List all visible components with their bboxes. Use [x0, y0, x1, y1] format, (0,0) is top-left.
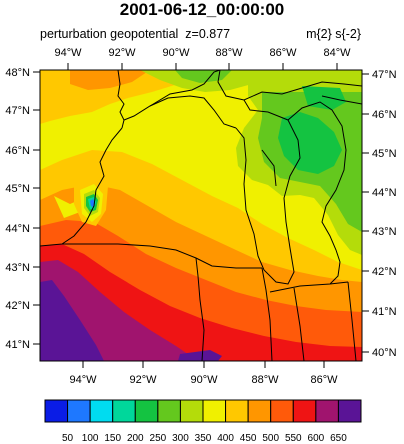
colorbar-swatch — [292, 399, 317, 423]
right-lat-label: 40°N — [372, 347, 397, 359]
field-label: perturbation geopotential z=0.877 — [40, 27, 230, 42]
green-bay-coast — [261, 149, 277, 187]
colorbar-label: 650 — [330, 433, 347, 444]
colorbar-label: 100 — [82, 433, 99, 444]
colorbar-label: 600 — [308, 433, 325, 444]
left-lat-label: 41°N — [5, 339, 30, 351]
colorbar-swatch — [89, 399, 114, 423]
colorbar-label: 400 — [217, 433, 234, 444]
left-lat-label: 43°N — [5, 262, 30, 274]
boundary-mn-wi-river — [40, 127, 123, 247]
bottom-lon-label: 86°W — [310, 374, 338, 386]
colorbar-swatch — [337, 399, 362, 423]
colorbar-labels: 50 100 150 200 250 300 350 400 450 500 550 600 650 — [62, 433, 347, 444]
colorbar-label: 450 — [240, 433, 257, 444]
field-name: perturbation geopotential — [40, 27, 179, 41]
colorbar-swatch — [157, 399, 181, 423]
right-lat-label: 44°N — [372, 187, 397, 199]
plot-title: 2001-06-12_00:00:00 — [119, 0, 285, 19]
colorbar-swatch — [134, 399, 159, 423]
lake-superior-shore-east — [217, 70, 362, 101]
colorbar-swatch — [202, 399, 227, 423]
lake-michigan-shore — [235, 119, 301, 285]
contour-band-500-nw — [70, 70, 150, 90]
colorbar-label: 150 — [104, 433, 121, 444]
colorbar-label: 550 — [285, 433, 302, 444]
lake-superior-shore-west — [149, 70, 221, 107]
colorbar-label: 250 — [150, 433, 167, 444]
plot-frame — [39, 69, 363, 362]
colorbar-swatch — [247, 399, 272, 423]
bottom-lon-label: 94°W — [69, 374, 97, 386]
contour-band-250-e — [278, 112, 342, 174]
level-label: z=0.877 — [185, 27, 231, 41]
right-lat-label: 41°N — [372, 306, 397, 318]
left-lat-label: 45°N — [5, 183, 30, 195]
colorbar-swatch — [67, 399, 91, 423]
boundary-indiana-east — [293, 287, 305, 361]
left-lat-label: 42°N — [5, 300, 30, 312]
boundary-illinois-west — [195, 257, 205, 361]
colorbar-label: 500 — [262, 433, 279, 444]
boundary-iowa-north — [62, 243, 262, 269]
right-lat-label: 45°N — [372, 148, 397, 160]
colorbar-label: 300 — [172, 433, 189, 444]
bottom-lon-label: 90°W — [190, 374, 218, 386]
contour-field — [40, 70, 362, 361]
units-label: m{2} s{-2} — [306, 27, 361, 41]
top-lon-label: 92°W — [108, 47, 136, 59]
contour-band-700-s — [178, 350, 222, 361]
tick-marks — [33, 63, 369, 368]
boundary-ohio-east — [347, 281, 357, 361]
left-lat-label: 46°N — [5, 145, 30, 157]
contour-band-300-n — [175, 70, 232, 83]
top-lon-label: 88°W — [215, 47, 243, 59]
bottom-lon-label: 92°W — [129, 374, 157, 386]
right-lat-label: 42°N — [372, 266, 397, 278]
straits-coast — [321, 95, 362, 105]
boundary-indiana-west — [261, 267, 273, 361]
top-lon-label: 90°W — [162, 47, 190, 59]
contour-band-700 — [40, 280, 104, 361]
colorbar-label: 50 — [62, 433, 74, 444]
top-lon-label: 84°W — [323, 47, 351, 59]
top-lon-label: 86°W — [269, 47, 297, 59]
left-lat-label: 48°N — [5, 67, 30, 79]
colorbar-label: 200 — [127, 433, 144, 444]
boundary-mi-oh — [269, 281, 349, 293]
bottom-lon-label: 88°W — [251, 374, 279, 386]
upper-peninsula-south — [243, 99, 289, 121]
left-lat-label: 44°N — [5, 223, 30, 235]
colorbar-swatch — [179, 399, 204, 423]
colorbar-swatch — [315, 399, 339, 423]
right-lat-label: 43°N — [372, 226, 397, 238]
lake-huron-shore — [287, 101, 347, 285]
colorbar-swatch — [112, 399, 136, 423]
colorbar-swatch — [270, 399, 294, 423]
colorbar — [44, 399, 362, 423]
boundary-wi-mi-north — [123, 95, 237, 129]
boundaries — [40, 70, 362, 361]
left-lat-label: 47°N — [5, 105, 30, 117]
right-lat-label: 47°N — [372, 69, 397, 81]
top-lon-label: 94°W — [54, 47, 82, 59]
colorbar-swatch — [225, 399, 249, 423]
colorbar-swatch — [44, 399, 69, 423]
colorbar-label: 350 — [195, 433, 212, 444]
right-lat-label: 46°N — [372, 109, 397, 121]
